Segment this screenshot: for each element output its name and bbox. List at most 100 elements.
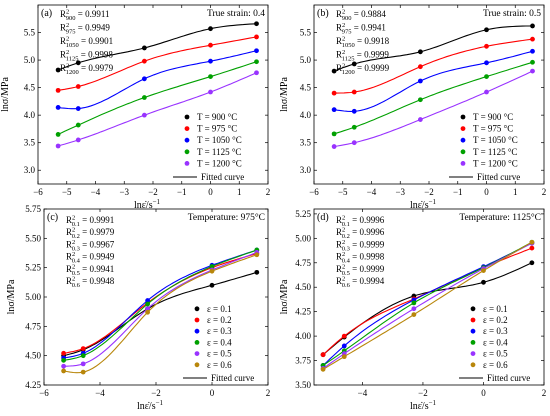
data-point bbox=[145, 309, 151, 315]
legend-marker bbox=[460, 161, 466, 166]
legend-entry: T = 900 °C bbox=[197, 112, 237, 122]
r2-value: = 0.9949 bbox=[76, 23, 111, 33]
r2-value: = 0.9901 bbox=[79, 36, 113, 46]
data-point bbox=[484, 27, 489, 33]
r2-subscript: 0.4 bbox=[342, 258, 351, 265]
legend-marker bbox=[194, 306, 200, 312]
r2-entry: R2 900 = 0.9911 bbox=[60, 9, 110, 23]
x-tick-label: 1 bbox=[513, 187, 518, 197]
data-point bbox=[484, 60, 489, 66]
data-point bbox=[530, 36, 535, 42]
legend-marker bbox=[470, 351, 476, 356]
y-tick-label: 5.50 bbox=[25, 233, 41, 243]
r2-value: = 0.9996 bbox=[350, 215, 385, 225]
x-tick-label: −6 bbox=[33, 187, 43, 197]
data-point bbox=[331, 144, 337, 149]
r2-superscript: 2 bbox=[72, 227, 75, 234]
data-point bbox=[254, 21, 259, 27]
x-axis-label-main: lnε̇/s bbox=[134, 200, 153, 211]
r2-entry: R2 0.6 = 0.9994 bbox=[336, 276, 385, 290]
r2-value: = 0.9991 bbox=[80, 215, 114, 225]
legend-marker bbox=[194, 317, 200, 323]
fitted-curve-6 bbox=[63, 254, 257, 374]
r2-subscript: 0.1 bbox=[72, 221, 80, 228]
x-tick-label: −1 bbox=[453, 187, 463, 197]
r2-entry: R2 0.5 = 0.9941 bbox=[66, 263, 114, 277]
y-tick-label: 4.50 bbox=[295, 282, 311, 292]
legend-entry: ε = 0.4 bbox=[483, 337, 508, 347]
r2-label: R bbox=[60, 23, 66, 33]
y-tick-label: 4.5 bbox=[300, 83, 312, 93]
data-point bbox=[484, 89, 489, 95]
x-tick-label: −3 bbox=[395, 187, 405, 197]
fitted-curve-5 bbox=[334, 70, 533, 148]
data-point bbox=[484, 43, 489, 49]
r2-label: R bbox=[66, 215, 72, 225]
data-point bbox=[320, 366, 326, 372]
y-tick-label: 5.0 bbox=[24, 55, 36, 65]
legend-marker bbox=[460, 137, 466, 143]
r2-subscript: 0.3 bbox=[342, 245, 350, 252]
legend-fitted: Fitted curve bbox=[201, 172, 244, 182]
x-axis-label-exp: −1 bbox=[153, 198, 161, 206]
data-point bbox=[209, 282, 215, 288]
r2-entry: R2 0.2 = 0.9996 bbox=[336, 227, 385, 241]
panel-label: (b) bbox=[317, 8, 329, 19]
r2-value: = 0.9979 bbox=[80, 227, 115, 237]
data-point bbox=[141, 58, 147, 64]
r2-entry: R2 1125 = 0.9998 bbox=[60, 49, 113, 63]
r2-subscript: 1125 bbox=[342, 56, 355, 63]
data-point bbox=[55, 67, 61, 73]
x-tick-label: −4 bbox=[95, 388, 105, 398]
r2-superscript: 2 bbox=[342, 215, 345, 222]
legend-entry: ε = 0.4 bbox=[207, 337, 232, 347]
y-tick-label: 5.5 bbox=[300, 28, 312, 38]
data-point bbox=[331, 68, 337, 74]
data-point bbox=[145, 301, 151, 307]
legend-marker bbox=[194, 351, 200, 356]
r2-value: = 0.9999 bbox=[355, 50, 390, 60]
x-tick-label: −2 bbox=[418, 388, 428, 398]
r2-value: = 0.9911 bbox=[76, 9, 110, 19]
r2-value: = 0.9996 bbox=[350, 227, 385, 237]
r2-label: R bbox=[60, 50, 66, 60]
fitted-curve-2 bbox=[58, 36, 257, 91]
data-point bbox=[417, 49, 423, 55]
legend-entry: ε = 0.1 bbox=[483, 304, 508, 314]
data-point bbox=[209, 268, 215, 274]
r2-label: R bbox=[336, 276, 342, 286]
r2-superscript: 2 bbox=[342, 276, 345, 283]
legend-fitted: Fitted curve bbox=[487, 373, 530, 383]
r2-superscript: 2 bbox=[342, 36, 345, 43]
y-axis-label: lnσ/MPa bbox=[6, 279, 17, 314]
y-tick-label: 3.0 bbox=[24, 165, 36, 175]
x-axis-label: lnε̇/s−1 bbox=[137, 399, 164, 412]
chart-panel-3: −6 −4 −2 0 2 4.25 4.50 4.75 5.00 5.25 5.50 5.75 lnε̇… bbox=[6, 204, 270, 412]
r2-value: = 0.9999 bbox=[350, 264, 385, 274]
x-tick-label: −2 bbox=[148, 187, 158, 197]
panel-label: (d) bbox=[317, 212, 329, 223]
y-tick-label: 5.00 bbox=[295, 233, 311, 243]
data-point bbox=[141, 45, 147, 51]
y-axis-label: lnσ/MPa bbox=[0, 77, 11, 112]
chart-panel-1: −6 −5 −4 −3 −2 −1 0 1 23.03.54.04.55.05.5lnε̇/s−… bbox=[0, 4, 270, 211]
data-point bbox=[529, 239, 535, 245]
legend-fitted: Fitted curve bbox=[477, 172, 520, 182]
data-point bbox=[141, 76, 147, 82]
r2-subscript: 975 bbox=[66, 29, 76, 36]
r2-subscript: 0.6 bbox=[342, 282, 351, 289]
y-tick-label: 4.25 bbox=[295, 307, 311, 317]
r2-subscript: 0.2 bbox=[342, 233, 350, 240]
r2-subscript: 0.5 bbox=[342, 270, 350, 277]
r2-subscript: 0.6 bbox=[72, 282, 81, 289]
data-point bbox=[529, 260, 535, 266]
r2-value: = 0.9999 bbox=[355, 63, 390, 73]
fitted-curve-3 bbox=[58, 50, 257, 110]
x-tick-label: 0 bbox=[484, 187, 489, 197]
r2-label: R bbox=[336, 9, 342, 19]
r2-superscript: 2 bbox=[342, 227, 345, 234]
r2-entry: R2 0.3 = 0.9999 bbox=[336, 239, 385, 253]
legend-entry: ε = 0.3 bbox=[483, 326, 508, 336]
legend-entry: T = 1125 °C bbox=[197, 147, 241, 157]
r2-subscript: 0.4 bbox=[72, 258, 81, 265]
